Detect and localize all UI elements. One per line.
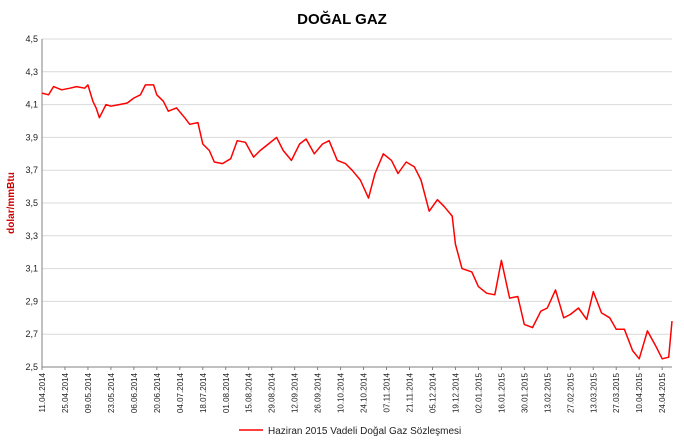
x-tick-label: 07.11.2014 xyxy=(383,372,392,412)
x-tick-label: 27.03.2015 xyxy=(612,372,621,413)
x-tick-label: 16.01.2015 xyxy=(497,372,506,413)
y-tick-label: 3,7 xyxy=(25,165,38,175)
x-axis-ticks: 11.04.2014 25.04.2014 09.05.2014 23.05.2014… xyxy=(38,367,667,413)
grid-lines xyxy=(42,38,672,335)
series-line xyxy=(41,84,673,360)
x-tick-label: 12.09.2014 xyxy=(291,372,300,413)
y-axis-label: dolar/mmBtu xyxy=(6,172,17,234)
y-tick-label: 2,5 xyxy=(25,362,38,372)
y-tick-label: 3,9 xyxy=(25,132,38,142)
x-tick-label: 24.04.2015 xyxy=(658,372,667,413)
x-tick-label: 15.08.2014 xyxy=(245,372,254,413)
x-tick-label: 09.05.2014 xyxy=(84,372,93,413)
legend-label: Haziran 2015 Vadeli Doğal Gaz Sözleşmesi xyxy=(268,426,461,437)
x-tick-label: 19.12.2014 xyxy=(451,372,460,413)
y-tick-label: 3,3 xyxy=(25,231,38,241)
x-tick-label: 10.10.2014 xyxy=(337,372,346,413)
y-axis-ticks: 2,5 2,7 2,9 3,1 3,3 3,5 3,7 3,9 4,1 4,3 4,5 xyxy=(25,34,38,372)
x-tick-label: 25.04.2014 xyxy=(61,372,70,413)
y-tick-label: 2,9 xyxy=(25,296,38,306)
x-tick-label: 18.07.2014 xyxy=(199,372,208,413)
y-tick-label: 2,7 xyxy=(25,329,38,339)
x-tick-label: 30.01.2015 xyxy=(520,372,529,413)
x-tick-label: 01.08.2014 xyxy=(222,372,231,413)
x-tick-label: 24.10.2014 xyxy=(360,372,369,413)
x-tick-label: 27.02.2015 xyxy=(566,372,575,413)
y-tick-label: 4,5 xyxy=(25,34,38,44)
x-tick-label: 10.04.2015 xyxy=(635,372,644,413)
x-tick-label: 13.02.2015 xyxy=(543,372,552,413)
x-tick-label: 05.12.2014 xyxy=(428,372,437,413)
series-layer xyxy=(41,84,673,360)
x-tick-label: 26.09.2014 xyxy=(314,372,323,413)
chart-title: DOĞAL GAZ xyxy=(297,10,387,28)
x-tick-label: 02.01.2015 xyxy=(474,372,483,413)
y-tick-label: 4,3 xyxy=(25,67,38,77)
x-tick-label: 20.06.2014 xyxy=(153,372,162,413)
x-tick-label: 13.03.2015 xyxy=(589,372,598,413)
x-tick-label: 04.07.2014 xyxy=(176,372,185,413)
x-tick-label: 23.05.2014 xyxy=(107,372,116,413)
x-tick-label: 21.11.2014 xyxy=(406,372,415,412)
x-tick-label: 06.06.2014 xyxy=(130,372,139,413)
x-tick-label: 11.04.2014 xyxy=(38,372,47,412)
x-tick-label: 29.08.2014 xyxy=(268,372,277,413)
y-tick-label: 4,1 xyxy=(25,100,38,110)
y-tick-label: 3,1 xyxy=(25,264,38,274)
legend: Haziran 2015 Vadeli Doğal Gaz Sözleşmesi xyxy=(239,426,461,437)
y-tick-label: 3,5 xyxy=(25,198,38,208)
